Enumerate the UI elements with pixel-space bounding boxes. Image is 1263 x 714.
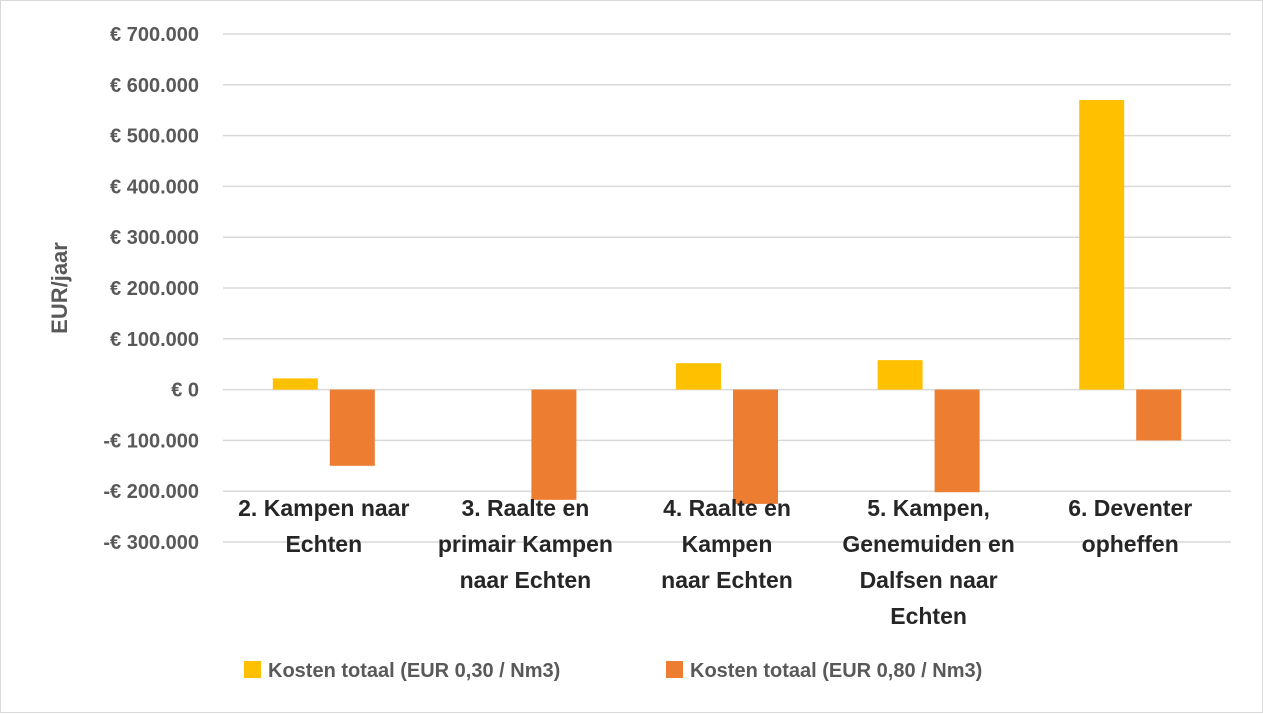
y-tick-label: € 200.000 bbox=[110, 278, 199, 300]
bar-series-2 bbox=[733, 389, 778, 504]
bar-series-1 bbox=[877, 360, 923, 390]
y-tick-label: € 300.000 bbox=[110, 227, 199, 249]
bar-series-2 bbox=[329, 389, 375, 466]
y-tick-label: -€ 300.000 bbox=[103, 532, 199, 554]
y-axis-title: EUR/jaar bbox=[47, 242, 72, 334]
y-tick-label: € 100.000 bbox=[110, 329, 199, 351]
y-tick-label: -€ 200.000 bbox=[103, 481, 199, 503]
category-label: 3. Raalte en primair Kampen naar Echten bbox=[438, 495, 613, 593]
y-tick-label: -€ 100.000 bbox=[103, 430, 199, 452]
legend-swatch bbox=[244, 661, 261, 678]
y-axis-tick-labels: € 700.000 € 600.000 € 500.000 € 400.000 € 30… bbox=[103, 24, 199, 554]
category-label: 6. Deventer opheffen bbox=[1068, 495, 1192, 557]
bar-series-1 bbox=[676, 363, 721, 390]
y-tick-label: € 500.000 bbox=[110, 126, 199, 148]
bar-series-2 bbox=[531, 389, 577, 500]
legend-swatch bbox=[666, 661, 683, 678]
legend: Kosten totaal (EUR 0,30 / Nm3) Kosten tot… bbox=[244, 660, 982, 682]
category-label: 2. Kampen naar Echten bbox=[238, 495, 409, 557]
category-label: 5. Kampen, Genemuiden en Dalfsen naar Echte… bbox=[842, 495, 1015, 629]
category-label: 4. Raalte en Kampen naar Echten bbox=[661, 495, 793, 593]
bar-series-2 bbox=[934, 389, 980, 493]
y-tick-label: € 400.000 bbox=[110, 176, 199, 198]
gridlines bbox=[223, 33, 1231, 543]
category-labels: 2. Kampen naar Echten 3. Raalte en primair … bbox=[238, 495, 1192, 629]
legend-label: Kosten totaal (EUR 0,30 / Nm3) bbox=[268, 660, 560, 682]
bar-series-1 bbox=[272, 378, 318, 390]
y-tick-label: € 600.000 bbox=[110, 75, 199, 97]
y-tick-label: € 0 bbox=[171, 380, 199, 402]
legend-label: Kosten totaal (EUR 0,80 / Nm3) bbox=[690, 660, 982, 682]
y-tick-label: € 700.000 bbox=[110, 24, 199, 46]
bar-series-1 bbox=[1079, 100, 1125, 390]
bar-series-2 bbox=[1136, 389, 1182, 441]
bars bbox=[272, 100, 1182, 504]
